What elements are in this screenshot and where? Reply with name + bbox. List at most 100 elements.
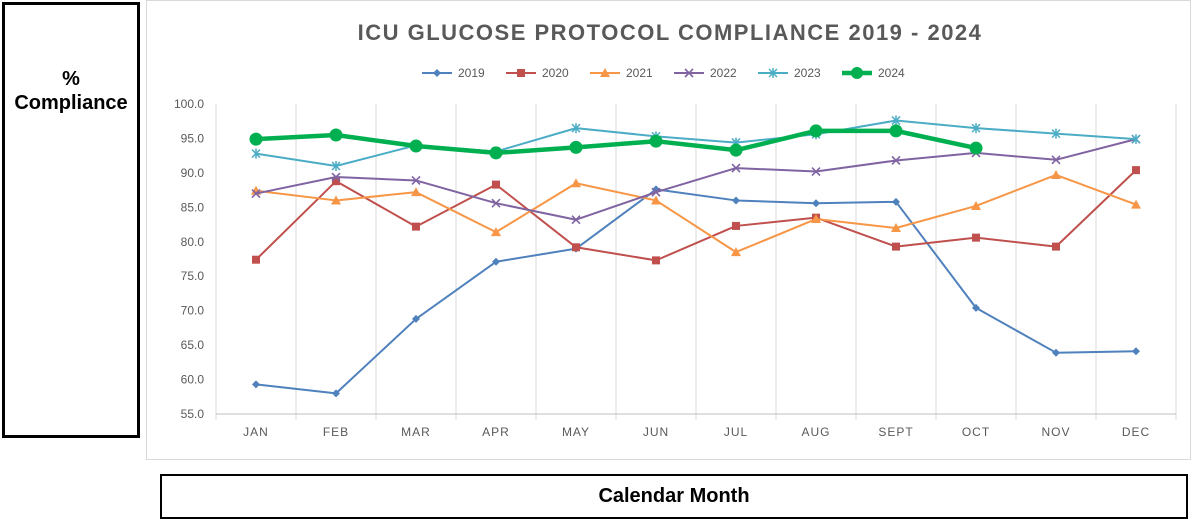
legend-marker	[684, 68, 694, 78]
data-point-2023	[1051, 128, 1061, 139]
data-point-2021	[571, 178, 581, 188]
series-line-2024	[255, 128, 977, 156]
data-point-2019	[252, 380, 260, 389]
data-point-2020	[1132, 166, 1140, 175]
data-point-2020	[492, 180, 500, 189]
y-tick-label: 80.0	[181, 235, 205, 249]
legend-item-2022: 2022	[674, 66, 737, 80]
x-tick-label: DEC	[1122, 425, 1150, 439]
data-point-2024	[569, 140, 583, 154]
data-point-2022	[571, 215, 581, 225]
x-tick-label: NOV	[1041, 425, 1070, 439]
data-point-2021	[651, 195, 661, 205]
data-point-2019	[492, 257, 500, 266]
data-point-2021	[971, 200, 981, 210]
data-point-2020	[572, 243, 580, 252]
legend-item-2024: 2024	[842, 66, 905, 80]
data-point-2019	[892, 197, 900, 206]
data-point-2020	[972, 233, 980, 242]
data-point-2022	[411, 175, 421, 186]
y-tick-label: 70.0	[181, 304, 205, 318]
x-tick-label: JAN	[243, 425, 269, 439]
data-point-2021	[331, 195, 341, 205]
data-point-2023	[1131, 134, 1141, 145]
x-axis-label: Calendar Month	[598, 485, 750, 507]
legend-marker	[433, 69, 441, 77]
data-point-2020	[732, 221, 740, 230]
series-2024	[249, 124, 983, 160]
data-point-2024	[409, 139, 423, 153]
y-axis-label: % Compliance	[14, 68, 128, 114]
y-tick-label: 100.0	[174, 97, 204, 111]
data-point-2024	[489, 146, 503, 160]
data-point-2022	[651, 187, 661, 197]
data-point-2020	[1052, 242, 1060, 251]
data-point-2024	[729, 143, 743, 157]
y-tick-label: 75.0	[181, 269, 205, 283]
chart-frame: ICU GLUCOSE PROTOCOL COMPLIANCE 2019 - 2…	[146, 0, 1191, 460]
data-point-2021	[811, 214, 821, 224]
legend-marker	[851, 67, 863, 79]
data-point-2021	[411, 187, 421, 197]
data-point-2024	[969, 141, 983, 155]
data-point-2019	[332, 389, 340, 398]
x-tick-label: JUN	[643, 425, 669, 439]
y-tick-label: 60.0	[181, 373, 205, 387]
legend-item-2019: 2019	[422, 66, 485, 80]
y-axis-label-box: % Compliance	[2, 2, 140, 438]
data-point-2023	[891, 115, 901, 126]
y-axis-ticks: 100.0 95.0 90.0 85.0 80.0 75.0 70.0 65.0 60.0 55.…	[174, 97, 204, 421]
data-point-2019	[1052, 348, 1060, 357]
data-point-2023	[971, 123, 981, 134]
x-tick-label: APR	[482, 425, 510, 439]
data-point-2020	[252, 255, 260, 264]
data-point-2024	[889, 124, 903, 138]
y-tick-label: 55.0	[181, 407, 205, 421]
legend-label: 2024	[878, 66, 905, 80]
data-point-2024	[649, 134, 663, 148]
legend-label: 2020	[542, 66, 569, 80]
series-2020	[252, 166, 1140, 265]
line-chart: ICU GLUCOSE PROTOCOL COMPLIANCE 2019 - 2…	[146, 0, 1191, 460]
plot-area	[249, 115, 1141, 398]
legend-label: 2023	[794, 66, 821, 80]
y-tick-label: 65.0	[181, 338, 205, 352]
data-point-2022	[331, 172, 341, 182]
x-tick-label: FEB	[323, 425, 349, 439]
data-point-2023	[571, 123, 581, 134]
data-point-2019	[972, 303, 980, 312]
series-line-2023	[255, 119, 1137, 167]
data-point-2021	[491, 227, 501, 237]
data-point-2020	[892, 242, 900, 251]
legend-item-2021: 2021	[590, 66, 653, 80]
x-axis-ticks: JAN FEB MAR APR MAY JUN JUL AUG SEPT OCT NOV DEC	[243, 425, 1150, 439]
legend-marker	[768, 68, 778, 78]
legend-marker	[517, 69, 525, 77]
series-2019	[252, 185, 1140, 398]
grid	[215, 104, 1177, 420]
data-point-2021	[1131, 199, 1141, 209]
data-point-2020	[652, 256, 660, 265]
data-point-2019	[412, 314, 420, 323]
legend-label: 2019	[458, 66, 485, 80]
legend-item-2023: 2023	[758, 66, 821, 80]
data-point-2021	[891, 223, 901, 232]
legend: 2019 2020 2021 2022 2023 2024	[422, 66, 905, 80]
series-line-2020	[255, 169, 1137, 262]
data-point-2019	[1132, 347, 1140, 356]
data-point-2022	[811, 166, 821, 177]
data-point-2023	[251, 148, 261, 159]
chart-title: ICU GLUCOSE PROTOCOL COMPLIANCE 2019 - 2…	[358, 20, 983, 45]
x-tick-label: OCT	[962, 425, 990, 439]
y-tick-label: 95.0	[181, 131, 205, 145]
data-point-2021	[1051, 169, 1061, 179]
x-axis-label-box: Calendar Month	[160, 474, 1188, 519]
series-line-2022	[255, 138, 1137, 221]
series-line-2019	[255, 188, 1137, 395]
x-tick-label: JUL	[724, 425, 748, 439]
data-point-2024	[809, 124, 823, 138]
data-point-2022	[891, 155, 901, 166]
legend-label: 2021	[626, 66, 653, 80]
data-point-2022	[731, 163, 741, 173]
legend-item-2020: 2020	[506, 66, 569, 80]
